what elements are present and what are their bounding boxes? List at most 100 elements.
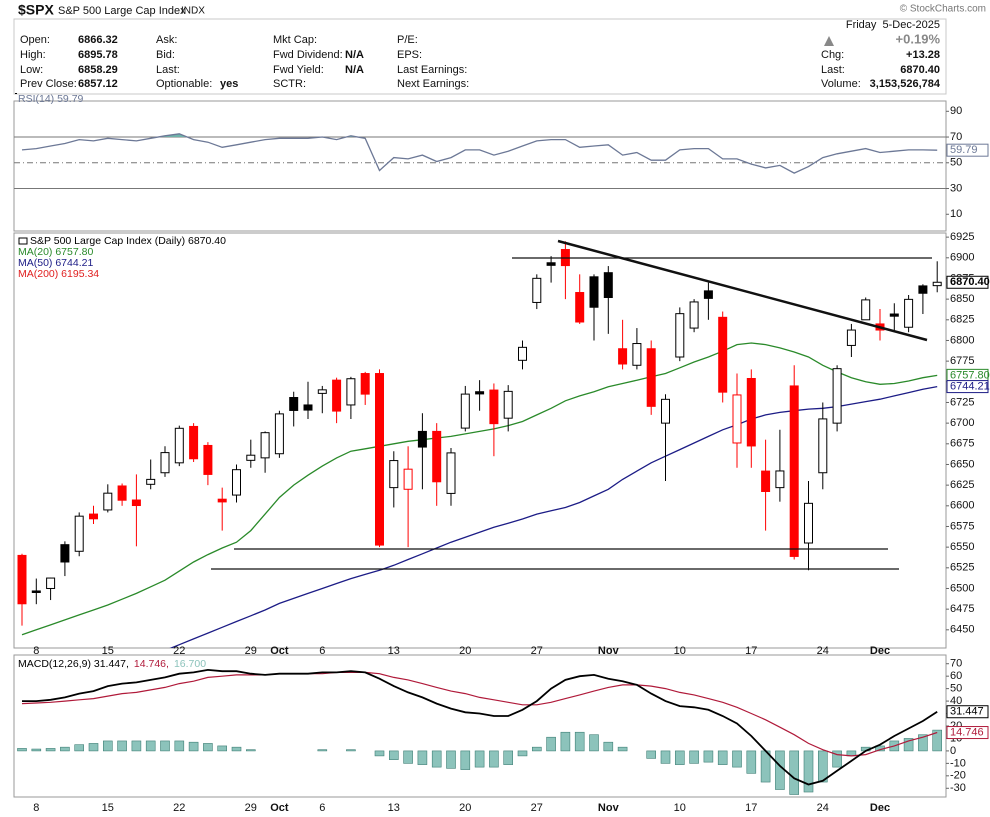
candle-body <box>146 478 156 485</box>
histogram-bar <box>817 750 828 783</box>
histogram-bar <box>17 748 27 752</box>
candle-body <box>332 379 342 412</box>
panel-frame <box>13 100 947 232</box>
value-label-box <box>946 726 989 740</box>
value-labels: 31.447 14.746 <box>946 705 989 740</box>
candle-body <box>789 385 799 557</box>
y-tick-label: 6675 <box>950 438 974 450</box>
histogram-bar <box>346 749 356 752</box>
field-label: Optionable: <box>156 78 212 90</box>
y-tick-label: -20 <box>950 770 966 782</box>
x-tick-label: 27 <box>531 802 543 814</box>
value-label-box <box>946 705 989 719</box>
histogram-bar <box>374 750 385 757</box>
histogram-bar <box>388 750 399 760</box>
candle-body <box>432 430 442 483</box>
candle-body <box>818 418 828 474</box>
histogram-bar <box>574 731 585 752</box>
candle-body <box>932 281 942 287</box>
legend-entry: 14.746, <box>134 658 169 670</box>
y-tick-label: 10 <box>950 208 962 220</box>
x-tick-label: 24 <box>817 802 829 814</box>
histogram-bar <box>689 750 699 764</box>
candle-body <box>189 425 199 460</box>
field-label: High: <box>20 49 46 61</box>
histogram-bar <box>160 740 170 752</box>
value-label-box <box>946 143 989 157</box>
candle-body <box>689 301 699 329</box>
histogram-bar <box>217 745 227 752</box>
moving-average <box>169 385 938 648</box>
candle-body <box>46 577 56 589</box>
histogram-bar <box>131 740 142 752</box>
candle-body <box>117 485 127 501</box>
y-axis: 6450 6475 6500 6525 6550 6575 6600 6625 6650 6675… <box>946 231 974 636</box>
candle-body <box>575 292 585 323</box>
x-tick-label: 29 <box>245 802 257 814</box>
value-label-box <box>946 380 989 394</box>
x-tick-label: Nov <box>598 802 620 814</box>
y-tick-label: 6475 <box>950 603 974 615</box>
y-tick-label: 6575 <box>950 520 974 532</box>
field-value: 6858.29 <box>78 64 118 76</box>
x-tick-label: 10 <box>674 645 686 657</box>
candle-body <box>918 285 928 294</box>
y-tick-label: 30 <box>950 182 962 194</box>
x-tick-label: Nov <box>598 645 620 657</box>
candle-body <box>303 404 313 411</box>
y-tick-label: 70 <box>950 658 962 670</box>
candle-body <box>460 393 470 429</box>
x-tick-label: 10 <box>674 802 686 814</box>
candle-body <box>446 452 456 494</box>
histogram-bar <box>732 750 742 768</box>
value-label-box <box>946 275 989 289</box>
field-value: 6870.40 <box>900 64 940 76</box>
candle-body <box>417 430 427 448</box>
candle-body <box>518 346 527 361</box>
panel: -30-20-1001020304050607031.44714.746MACD… <box>13 654 989 798</box>
legend-entry: S&P 500 Large Cap Index (Daily) 6870.40 <box>30 235 226 247</box>
candle-body <box>403 468 413 490</box>
candle-body <box>160 452 170 474</box>
y-tick-label: 6900 <box>950 252 974 264</box>
candle-body <box>889 313 899 317</box>
panel: 10 30 50 70 90 59.79 RSI(14) 59.79 <box>13 93 989 232</box>
y-tick-label: 6775 <box>950 355 974 367</box>
x-tick-label: 27 <box>531 645 543 657</box>
field-value: 6866.32 <box>78 34 118 46</box>
candle-body <box>703 290 713 299</box>
candle-body <box>389 460 399 489</box>
field-label: Fwd Dividend: <box>273 49 343 61</box>
legend-icon <box>18 237 28 245</box>
candle-body <box>375 373 384 546</box>
field-label: Last Earnings: <box>397 64 467 76</box>
candle-body <box>675 313 685 358</box>
histogram-bar <box>460 750 471 770</box>
watermark: © StockCharts.com <box>900 4 986 15</box>
candle-body <box>846 329 856 346</box>
histogram-bar <box>646 750 657 759</box>
candle-body <box>546 262 556 266</box>
candle-body <box>17 554 27 605</box>
x-tick-label: Dec <box>870 802 890 814</box>
legend-entry: RSI(14) 59.79 <box>18 93 84 105</box>
candle-body <box>475 391 485 395</box>
y-tick-label: 6850 <box>950 293 974 305</box>
x-tick-label: 6 <box>319 802 325 814</box>
y-tick-label: 90 <box>950 105 962 117</box>
field-label: SCTR: <box>273 78 306 90</box>
candle-body <box>360 373 370 395</box>
candle-body <box>718 316 728 393</box>
histogram-bar <box>117 740 127 752</box>
field-value: +13.28 <box>906 49 940 61</box>
candle-body <box>232 469 241 496</box>
histogram-bar <box>803 750 814 793</box>
histogram-bar <box>317 749 328 752</box>
value-label-text: 6870.40 <box>950 276 990 288</box>
candle-body <box>732 394 742 444</box>
field-label: Bid: <box>156 49 175 61</box>
histogram-bar <box>560 731 571 752</box>
candle-body <box>274 413 284 455</box>
value-label: 59.79 <box>946 143 989 157</box>
candle-body <box>289 397 299 411</box>
